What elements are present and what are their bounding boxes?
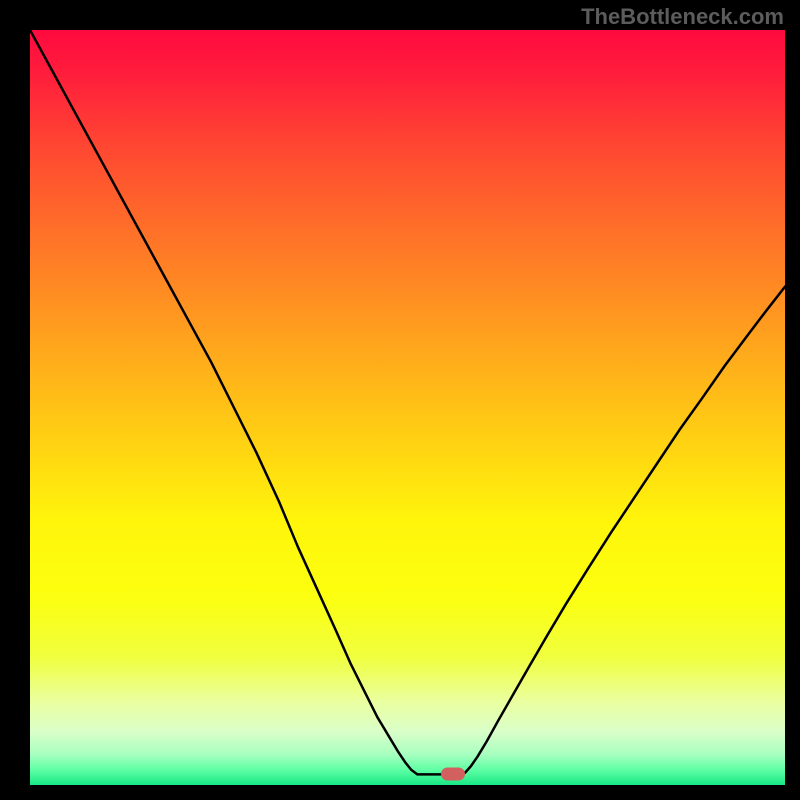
watermark-text: TheBottleneck.com bbox=[581, 4, 784, 30]
plot-area bbox=[30, 30, 785, 785]
chart-frame: TheBottleneck.com bbox=[0, 0, 800, 800]
bottleneck-curve bbox=[30, 30, 785, 785]
curve-path bbox=[30, 30, 785, 774]
minimum-marker bbox=[441, 768, 465, 781]
